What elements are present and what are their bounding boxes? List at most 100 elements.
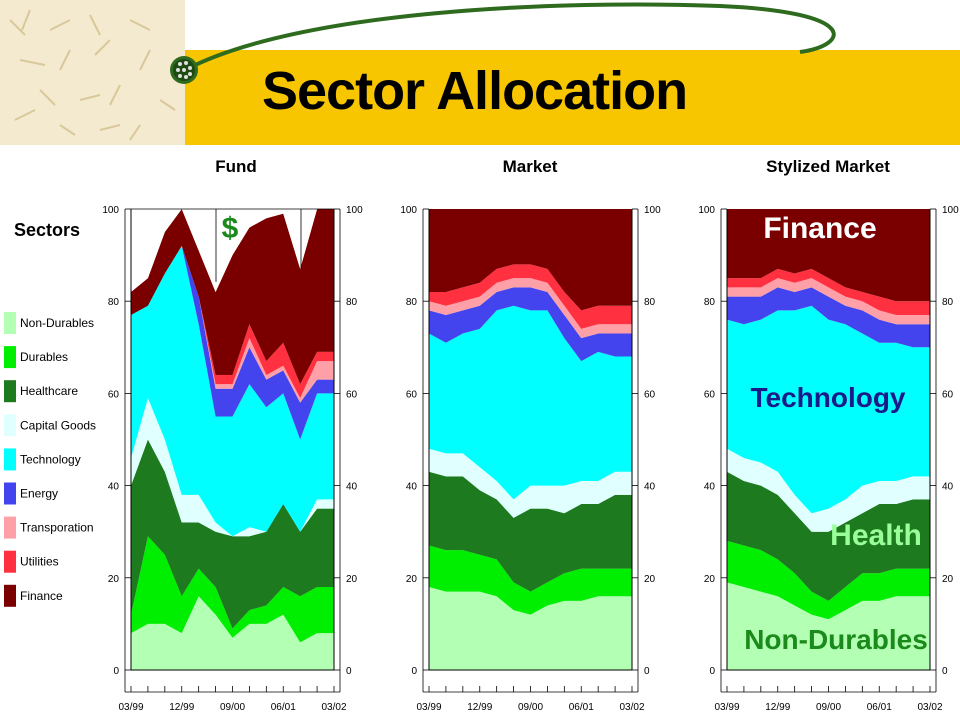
y-tick-label-right: 20	[644, 574, 656, 585]
area-capital-goods	[429, 448, 632, 518]
annotation-dollar: $	[222, 212, 239, 245]
y-tick-label-right: 20	[942, 574, 954, 585]
legend-swatch	[4, 346, 16, 369]
logo-icon	[170, 56, 198, 84]
area-utilities	[429, 264, 632, 329]
area-utilities	[131, 245, 334, 399]
x-tick-label: 03/99	[118, 702, 143, 713]
y-tick-label-right: 80	[942, 297, 954, 308]
x-tick-label: 09/00	[518, 702, 543, 713]
chart-1: Fund 0 0 20 20 40 40 60 60 80 80 100 100 03/99 12/99 09…	[102, 157, 363, 713]
y-tick-label-left: 100	[400, 205, 417, 216]
x-tick-label: 06/01	[569, 702, 594, 713]
area-durables	[429, 545, 632, 615]
area-non-durables	[429, 587, 632, 670]
y-tick-label-left: 60	[704, 389, 716, 400]
area-transporation	[727, 278, 930, 325]
x-tick-label: 03/02	[619, 702, 644, 713]
area-transporation	[429, 278, 632, 339]
y-tick-label-right: 100	[644, 205, 661, 216]
y-tick-label-right: 0	[942, 666, 948, 677]
y-tick-label-left: 60	[406, 389, 418, 400]
header-decoration	[0, 0, 185, 145]
y-tick-label-right: 40	[644, 482, 656, 493]
area-durables	[131, 536, 334, 643]
y-tick-label-left: 100	[698, 205, 715, 216]
y-tick-label-left: 40	[704, 482, 716, 493]
y-tick-label-left: 20	[406, 574, 418, 585]
y-tick-label-left: 20	[108, 574, 120, 585]
annotation-technology: Technology	[750, 382, 905, 413]
y-tick-label-left: 100	[102, 205, 119, 216]
y-tick-label-right: 40	[346, 482, 358, 493]
x-tick-label: 09/00	[816, 702, 841, 713]
area-technology	[131, 245, 334, 537]
legend-label: Energy	[20, 487, 58, 501]
legend-swatch	[4, 482, 16, 505]
legend-label: Non-Durables	[20, 316, 94, 330]
plot-background	[131, 209, 334, 292]
legend-item: Technology	[4, 448, 81, 471]
x-tick-label: 06/01	[867, 702, 892, 713]
area-finance	[131, 209, 334, 385]
x-tick-label: 12/99	[765, 702, 790, 713]
legend: Sectors Non-Durables Durables Healthcare Cap…	[4, 220, 96, 607]
x-tick-label: 03/99	[714, 702, 739, 713]
chart-title: Market	[503, 157, 558, 176]
y-tick-label-right: 80	[644, 297, 656, 308]
x-tick-label: 03/99	[416, 702, 441, 713]
area-durables	[727, 540, 930, 620]
area-healthcare	[727, 471, 930, 601]
legend-label: Finance	[20, 589, 63, 603]
y-tick-label-right: 0	[346, 666, 352, 677]
legend-item: Finance	[4, 584, 63, 607]
chart-title: Fund	[215, 157, 257, 176]
x-tick-label: 03/02	[321, 702, 346, 713]
legend-swatch	[4, 550, 16, 573]
area-technology	[429, 305, 632, 500]
legend-label: Capital Goods	[20, 418, 96, 432]
y-tick-label-right: 80	[346, 297, 358, 308]
legend-item: Transporation	[4, 516, 94, 539]
y-tick-label-right: 60	[644, 389, 656, 400]
legend-swatch	[4, 312, 16, 334]
x-tick-label: 06/01	[271, 702, 296, 713]
area-healthcare	[131, 439, 334, 629]
area-energy	[727, 287, 930, 348]
legend-title: Sectors	[14, 220, 80, 240]
area-finance	[727, 209, 930, 302]
y-tick-label-right: 100	[942, 205, 959, 216]
legend-item: Healthcare	[4, 380, 78, 403]
y-tick-label-left: 0	[113, 666, 119, 677]
y-tick-label-left: 80	[406, 297, 418, 308]
legend-item: Capital Goods	[4, 414, 96, 437]
annotations: $ Finance Technology Health Non-Durables	[222, 212, 928, 655]
y-tick-label-right: 60	[346, 389, 358, 400]
area-non-durables	[727, 582, 930, 670]
decorative-arc	[184, 2, 836, 72]
area-utilities	[727, 268, 930, 316]
y-tick-label-left: 80	[108, 297, 120, 308]
legend-item: Energy	[4, 482, 58, 505]
annotation-non-durables: Non-Durables	[744, 624, 928, 655]
annotation-health: Health	[830, 519, 922, 552]
legend-swatch	[4, 414, 16, 437]
legend-swatch	[4, 584, 16, 607]
x-tick-label: 09/00	[220, 702, 245, 713]
decorative-pattern	[9, 9, 176, 141]
y-tick-label-right: 60	[942, 389, 954, 400]
x-tick-label: 03/02	[917, 702, 942, 713]
chart-title: Stylized Market	[766, 157, 890, 176]
legend-label: Technology	[20, 452, 81, 466]
y-tick-label-left: 40	[108, 482, 120, 493]
legend-item: Durables	[4, 346, 68, 369]
legend-item: Non-Durables	[4, 312, 94, 334]
area-capital-goods	[727, 448, 930, 532]
legend-item: Utilities	[4, 550, 59, 573]
header-band	[185, 50, 960, 145]
area-capital-goods	[131, 398, 334, 537]
y-tick-label-right: 0	[644, 666, 650, 677]
